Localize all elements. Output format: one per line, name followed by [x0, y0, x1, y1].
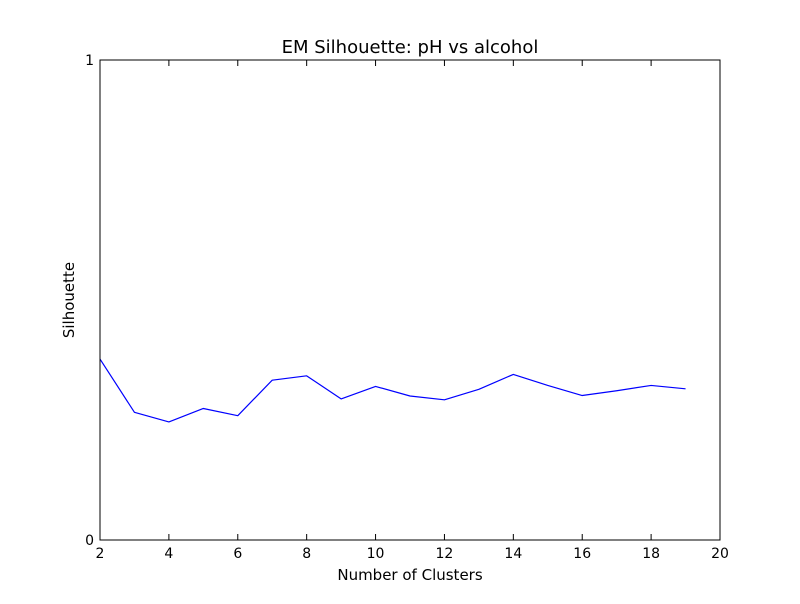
y-axis-label: Silhouette	[60, 262, 78, 338]
chart-title: EM Silhouette: pH vs alcohol	[282, 37, 539, 58]
x-tick-label: 6	[233, 546, 242, 562]
x-tick-label: 10	[367, 546, 385, 562]
x-tick-label: 8	[302, 546, 311, 562]
x-tick-label: 14	[504, 546, 522, 562]
y-tick-label: 0	[85, 533, 94, 549]
x-tick-label: 18	[642, 546, 660, 562]
x-tick-label: 16	[573, 546, 591, 562]
x-tick-label: 4	[164, 546, 173, 562]
tick-layer: 2 4 6 8 10 12 14 16 18 20 0 1	[85, 53, 729, 562]
y-tick-label: 1	[85, 53, 94, 69]
x-tick-label: 12	[436, 546, 454, 562]
x-tick-label: 20	[711, 546, 729, 562]
series-line	[99, 358, 686, 423]
plot-area	[99, 358, 686, 423]
x-axis-label: Number of Clusters	[337, 566, 482, 584]
plot-frame	[99, 59, 721, 541]
x-tick-label: 2	[96, 546, 105, 562]
